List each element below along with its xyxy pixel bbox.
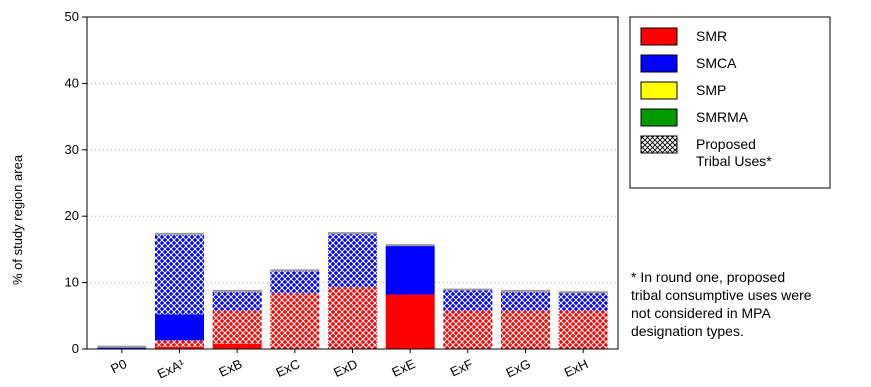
bar-segment (443, 290, 493, 311)
bar-segment (385, 294, 435, 349)
x-category-label: ExG (504, 356, 533, 380)
footnote-line: not considered in MPA (631, 305, 771, 321)
legend-frame (629, 16, 831, 189)
bar-segment (154, 234, 205, 315)
legend-swatch (640, 108, 678, 127)
bar-segment (558, 310, 608, 349)
x-category-label: ExF (448, 356, 475, 379)
bar-top-cap (212, 289, 262, 292)
bar-segment (500, 310, 551, 349)
legend-swatch (640, 135, 678, 154)
bar-segment (558, 293, 608, 311)
bar-top-cap (443, 288, 493, 291)
x-category-label: ExA¹ (155, 356, 187, 382)
y-axis: 0 10 20 30 40 50 (65, 9, 87, 356)
legend-label: SMR (696, 28, 727, 44)
footnote: * In round one, proposed tribal consumpti… (631, 269, 812, 339)
footnote-line: tribal consumptive uses were (631, 287, 812, 303)
y-tick-label: 0 (72, 341, 79, 356)
footnote-line: designation types. (631, 323, 744, 339)
bar-top-cap (97, 345, 147, 348)
legend-label: SMCA (696, 55, 737, 71)
legend-swatch (640, 54, 678, 73)
y-tick-label: 20 (65, 208, 79, 223)
legend-label: SMRMA (696, 109, 749, 125)
bar-segment (270, 293, 320, 349)
footnote-line: * In round one, proposed (631, 269, 785, 285)
x-category-label: P0 (108, 356, 129, 376)
bar-segment (212, 343, 262, 349)
bar-segment (212, 310, 262, 344)
legend-swatch (640, 81, 678, 100)
y-tick-label: 10 (65, 275, 79, 290)
x-category-label: ExH (562, 356, 591, 380)
bar-top-cap (558, 291, 608, 294)
y-axis-title: % of study region area (10, 154, 25, 285)
bar-segment (154, 314, 205, 341)
legend-swatch (640, 27, 678, 46)
bars (97, 232, 608, 349)
x-category-label: ExD (331, 356, 360, 380)
bar-segment (385, 246, 435, 295)
bar-segment (270, 271, 320, 294)
y-tick-label: 30 (65, 142, 79, 157)
y-tick-label: 50 (65, 9, 79, 24)
bar-top-cap (327, 232, 378, 235)
bar-segment (212, 291, 262, 311)
x-axis: P0 ExA¹ ExB ExC ExD ExE ExF ExG ExH (108, 349, 590, 382)
bar-top-cap (270, 269, 320, 272)
bar-segment (327, 234, 378, 288)
x-category-label: ExC (274, 356, 303, 380)
bar-segment (500, 291, 551, 311)
bar-top-cap (154, 232, 205, 235)
x-category-label: ExE (389, 356, 417, 380)
legend-label-line: Tribal Uses* (696, 153, 772, 169)
bar-top-cap (385, 244, 435, 247)
bar-segment (443, 310, 493, 349)
bar-segment (154, 347, 205, 349)
legend-label-line: Proposed (696, 136, 756, 152)
legend-label: SMP (696, 82, 726, 98)
x-category-label: ExB (216, 356, 244, 380)
bar-segment (154, 340, 205, 348)
bar-top-cap (500, 289, 551, 292)
bar-segment (97, 347, 147, 349)
y-tick-label: 40 (65, 75, 79, 90)
bar-segment (327, 287, 378, 349)
